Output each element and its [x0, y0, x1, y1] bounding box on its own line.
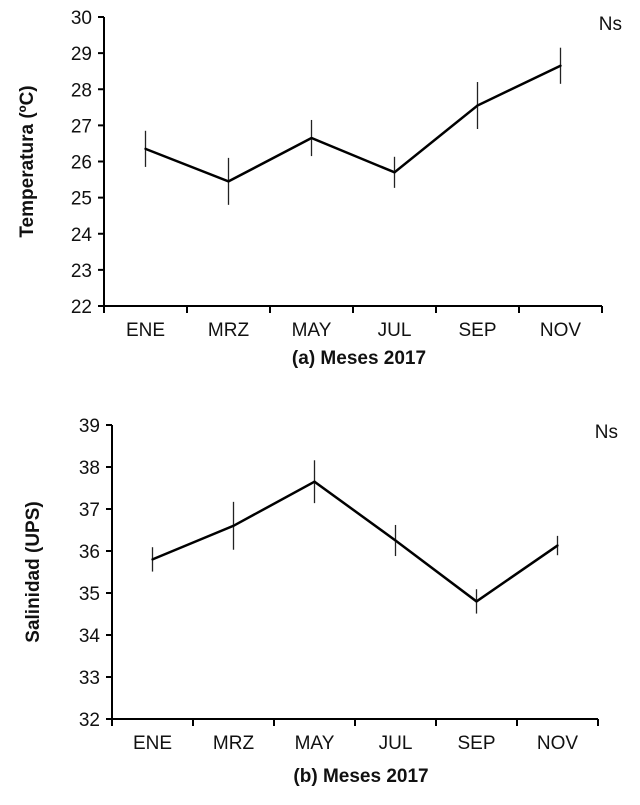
- y-axis-label: Temperatura (ºC): [17, 85, 38, 237]
- x-tick-label: MAY: [292, 320, 332, 341]
- data-point: [559, 64, 562, 67]
- y-tick-label: 37: [79, 500, 100, 521]
- data-point: [394, 539, 397, 542]
- series-line: [152, 480, 559, 603]
- data-point: [310, 136, 313, 140]
- x-tick-label: JUL: [378, 320, 412, 341]
- x-tick-label: MRZ: [213, 733, 255, 754]
- y-tick-label: 36: [79, 542, 100, 563]
- data-point: [144, 147, 147, 151]
- y-tick-label: 23: [71, 261, 92, 282]
- x-axis-label: (b) Meses 2017: [293, 766, 428, 787]
- y-tick-label: 24: [71, 225, 93, 246]
- data-point: [313, 480, 316, 483]
- x-tick-label: JUL: [379, 733, 413, 754]
- y-tick-label: 28: [71, 80, 92, 101]
- y-tick-label: 39: [79, 416, 100, 437]
- series-line: [145, 64, 562, 183]
- y-tick-label: 29: [71, 44, 92, 65]
- significance-annotation: Ns: [599, 14, 622, 35]
- data-point: [393, 171, 396, 174]
- x-tick-label: SEP: [457, 733, 495, 754]
- x-tick-label: MRZ: [208, 320, 250, 341]
- y-tick-label: 27: [71, 116, 92, 137]
- y-tick-label: 35: [79, 584, 100, 605]
- x-tick-label: MAY: [295, 733, 335, 754]
- x-tick-label: NOV: [537, 733, 579, 754]
- x-axis-label: (a) Meses 2017: [292, 348, 426, 369]
- x-tick-label: NOV: [540, 320, 582, 341]
- data-point: [475, 600, 478, 603]
- y-tick-label: 33: [79, 668, 100, 689]
- x-tick-label: SEP: [458, 320, 496, 341]
- data-point: [556, 544, 559, 547]
- x-tick-label: ENE: [133, 733, 172, 754]
- y-tick-label: 25: [71, 189, 92, 210]
- chart-panel-a: 22 23 24 25 26 27 28 29 30 ENE MRZ MAY JUL SEP NOV Temp…: [17, 8, 622, 369]
- x-tick-label: ENE: [126, 320, 165, 341]
- data-point: [232, 524, 235, 527]
- y-tick-label: 34: [79, 626, 101, 647]
- significance-annotation: Ns: [595, 422, 618, 443]
- y-tick-label: 32: [79, 710, 100, 731]
- data-point: [227, 180, 230, 183]
- y-tick-label: 26: [71, 153, 92, 174]
- y-tick-label: 30: [71, 8, 92, 29]
- data-point: [476, 104, 479, 107]
- chart-panel-b: 32 33 34 35 36 37 38 39 ENE MRZ MAY JUL SEP NOV Salini…: [23, 416, 618, 787]
- data-point: [151, 558, 154, 561]
- y-tick-label: 38: [79, 458, 100, 479]
- y-tick-label: 22: [71, 297, 92, 318]
- y-axis-label: Salinidad (UPS): [23, 501, 44, 642]
